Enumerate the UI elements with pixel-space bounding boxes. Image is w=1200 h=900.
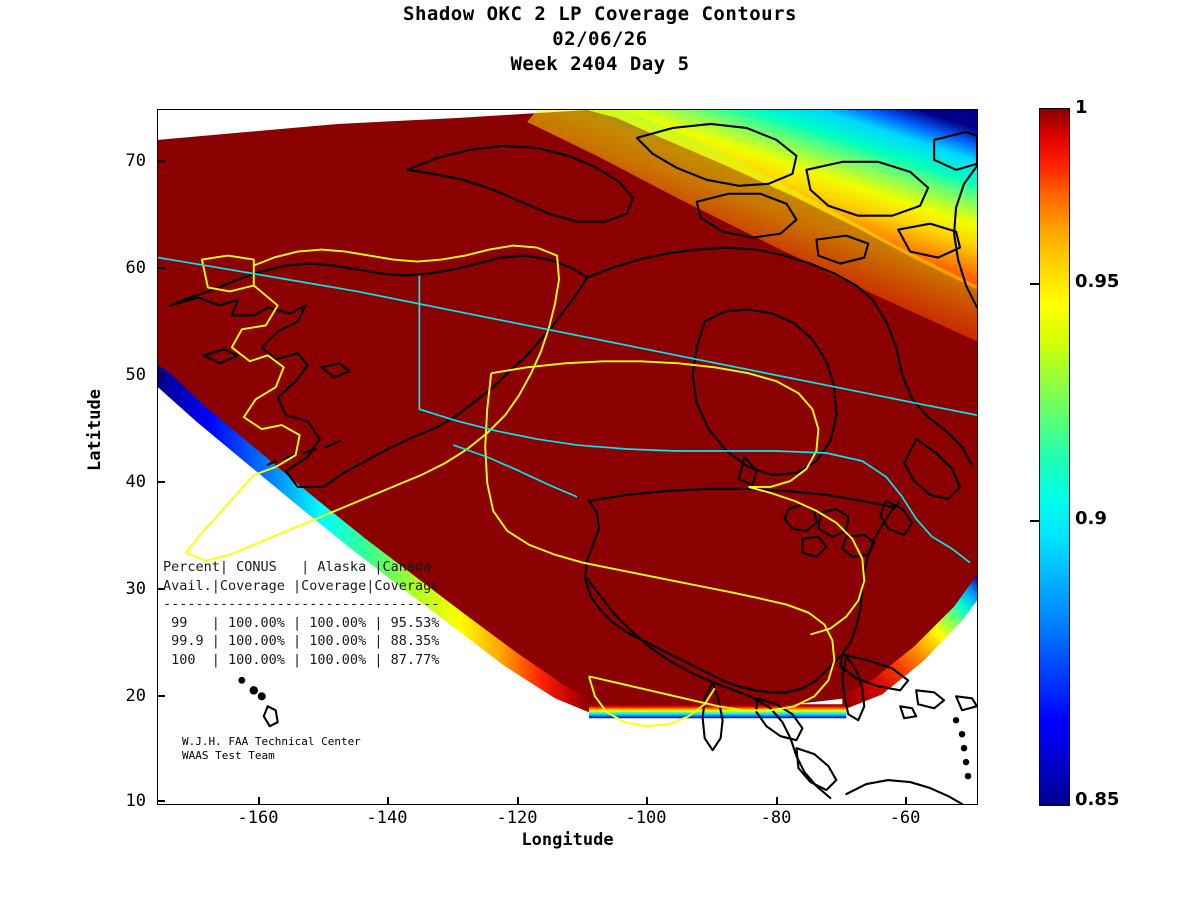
chart-title-block: Shadow OKC 2 LP Coverage Contours 02/06/… bbox=[0, 2, 1200, 77]
stats-header-row-2: Avail.|Coverage |Coverage|Coverage bbox=[163, 577, 440, 594]
x-tick-60w bbox=[905, 797, 907, 805]
y-tick-40 bbox=[157, 481, 165, 483]
x-tick-label-140w: -140 bbox=[366, 808, 408, 828]
stats-separator: ---------------------------------- bbox=[163, 596, 440, 612]
colorbar-label-1: 1 bbox=[1075, 97, 1088, 118]
y-axis-label: Latitude bbox=[85, 389, 105, 471]
coverage-stats-table: Percent| CONUS | Alaska |Canada Avail.|C… bbox=[163, 558, 439, 669]
x-tick-label-80w: -80 bbox=[760, 808, 792, 828]
y-tick-label-50: 50 bbox=[125, 365, 146, 385]
colorbar-gradient bbox=[1040, 109, 1069, 805]
x-tick-160w bbox=[258, 797, 260, 805]
title-line-2: 02/06/26 bbox=[552, 28, 648, 50]
attribution-line-2: WAAS Test Team bbox=[182, 749, 275, 762]
service-volume-boundary bbox=[184, 244, 866, 728]
y-tick-30 bbox=[157, 588, 165, 590]
colorbar-label-09: 0.9 bbox=[1075, 508, 1107, 529]
title-line-3: Week 2404 Day 5 bbox=[510, 53, 690, 75]
stats-row-99-9: 99.9 | 100.00% | 100.00% | 88.35% bbox=[163, 633, 440, 649]
y-tick-70 bbox=[157, 160, 165, 162]
coverage-edge-pacific bbox=[158, 365, 589, 713]
title-line-1: Shadow OKC 2 LP Coverage Contours bbox=[403, 3, 797, 25]
y-tick-label-70: 70 bbox=[125, 151, 146, 171]
y-tick-10 bbox=[157, 800, 165, 802]
y-tick-label-40: 40 bbox=[125, 472, 146, 492]
y-tick-60 bbox=[157, 267, 165, 269]
stats-header-row-1: Percent| CONUS | Alaska |Canada bbox=[163, 559, 432, 575]
x-tick-label-120w: -120 bbox=[496, 808, 538, 828]
y-tick-label-20: 20 bbox=[125, 686, 146, 706]
coastline-layer bbox=[168, 122, 977, 804]
map-plot-area bbox=[157, 109, 978, 805]
canada-border bbox=[158, 256, 977, 564]
coverage-edge-atlantic bbox=[842, 574, 977, 711]
stats-row-99: 99 | 100.00% | 100.00% | 95.53% bbox=[163, 614, 440, 631]
coverage-contour-map bbox=[158, 110, 977, 804]
coverage-region-full bbox=[158, 110, 977, 709]
y-tick-label-30: 30 bbox=[125, 579, 146, 599]
y-tick-label-60: 60 bbox=[125, 258, 146, 278]
coverage-region-arctic-blend bbox=[527, 110, 977, 342]
colorbar-tick-095 bbox=[1030, 283, 1039, 285]
x-tick-100w bbox=[646, 797, 648, 805]
colorbar bbox=[1039, 108, 1070, 806]
x-axis-label: Longitude bbox=[521, 830, 614, 850]
colorbar-label-085: 0.85 bbox=[1075, 789, 1120, 810]
x-tick-120w bbox=[517, 797, 519, 805]
coverage-region-arctic-gradient bbox=[586, 110, 977, 290]
attribution-text: W.J.H. FAA Technical Center WAAS Test Te… bbox=[182, 735, 361, 763]
y-tick-label-10: 10 bbox=[125, 791, 146, 811]
colorbar-tick-09 bbox=[1030, 520, 1039, 522]
stats-row-100: 100 | 100.00% | 100.00% | 87.77% bbox=[163, 651, 440, 668]
y-tick-20 bbox=[157, 695, 165, 697]
attribution-line-1: W.J.H. FAA Technical Center bbox=[182, 735, 361, 748]
colorbar-label-095: 0.95 bbox=[1075, 271, 1120, 292]
x-tick-label-160w: -160 bbox=[237, 808, 279, 828]
x-tick-label-100w: -100 bbox=[625, 808, 667, 828]
x-tick-label-60w: -60 bbox=[889, 808, 921, 828]
y-tick-50 bbox=[157, 374, 165, 376]
x-tick-140w bbox=[387, 797, 389, 805]
x-tick-80w bbox=[776, 797, 778, 805]
